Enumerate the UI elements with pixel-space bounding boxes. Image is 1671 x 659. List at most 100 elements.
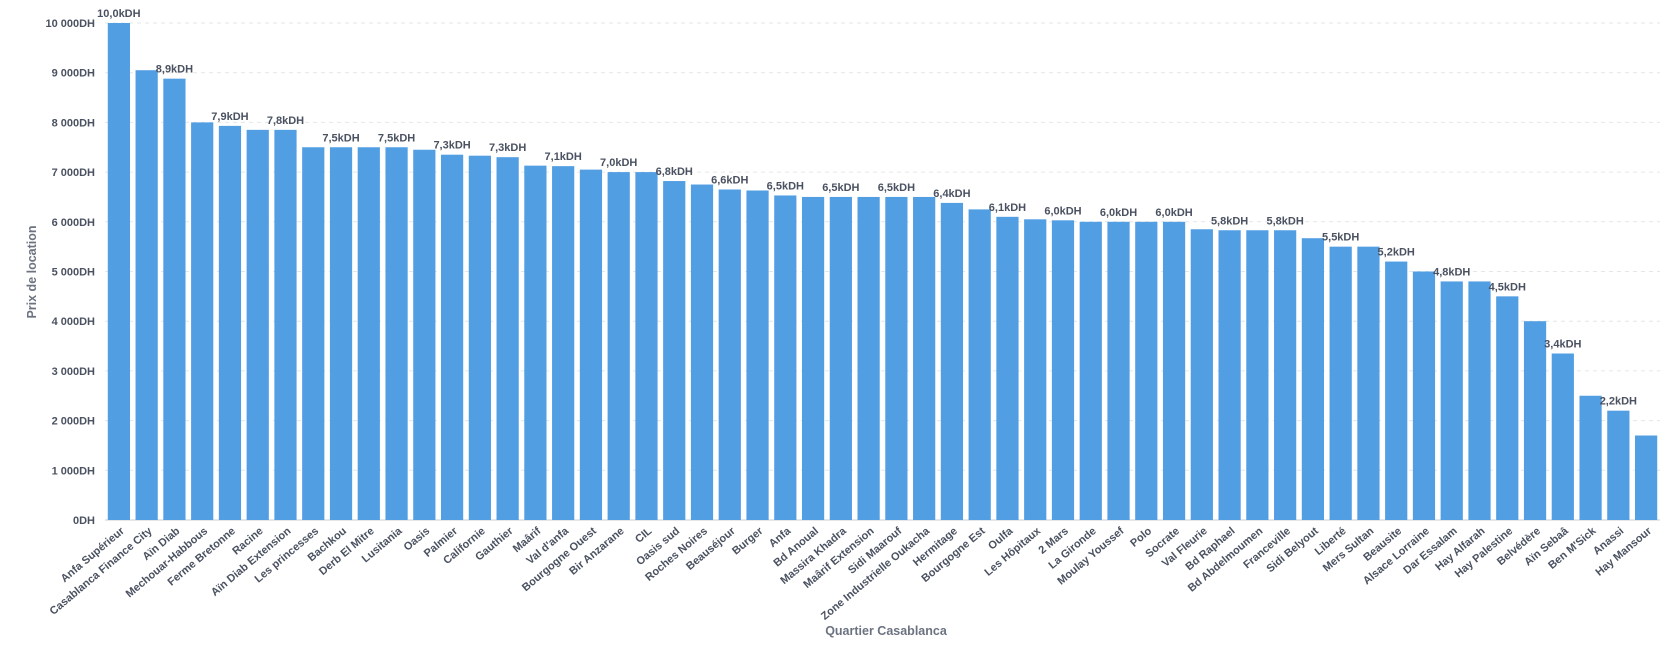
bar[interactable] [357,147,380,520]
y-tick-label: 2 000DH [52,416,95,428]
bar[interactable] [940,202,964,520]
data-label: 6,5kDH [822,182,859,194]
bar[interactable] [1079,221,1102,521]
bar[interactable] [552,166,575,520]
bar[interactable] [774,195,797,520]
bar[interactable] [1274,230,1297,520]
y-tick-label: 7 000DH [52,167,95,179]
bar[interactable] [1551,353,1574,521]
data-label: 3,4kDH [1544,339,1581,351]
data-label: 7,3kDH [433,140,470,152]
data-label: 6,0kDH [1100,207,1137,219]
bar[interactable] [996,216,1019,520]
bar[interactable] [302,147,325,520]
bar[interactable] [135,70,158,521]
bar[interactable] [690,184,714,520]
data-label: 6,4kDH [933,188,970,200]
data-label: 2,2kDH [1600,396,1637,408]
bar[interactable] [1468,281,1491,520]
data-label: 5,5kDH [1322,232,1359,244]
bar[interactable] [1607,410,1630,520]
bar[interactable] [968,209,991,521]
bar[interactable] [913,196,936,520]
bar[interactable] [746,190,769,521]
bar[interactable] [413,149,436,521]
y-tick-label: 9 000DH [52,68,95,80]
y-tick-label: 0DH [73,515,95,527]
bar[interactable] [801,196,825,520]
bar[interactable] [1135,221,1158,521]
bars [107,23,1658,521]
bar[interactable] [1024,219,1047,520]
bar[interactable] [274,129,297,520]
bar[interactable] [579,169,603,520]
bar[interactable] [1579,395,1602,520]
bar[interactable] [1190,229,1213,520]
bar[interactable] [246,129,269,520]
bar[interactable] [163,78,186,520]
bar[interactable] [1162,221,1186,521]
bar[interactable] [1496,296,1519,520]
bar[interactable] [663,181,686,521]
data-label: 7,8kDH [267,115,304,127]
y-tick-label: 1 000DH [52,465,95,477]
y-tick-label: 3 000DH [52,366,95,378]
bar[interactable] [191,122,214,521]
bar[interactable] [1051,220,1075,520]
data-label: 8,9kDH [156,64,193,76]
data-label: 6,8kDH [656,166,693,178]
x-tick-label: CIL [633,525,655,546]
bar[interactable] [107,23,130,520]
bar[interactable] [524,165,547,520]
x-axis-title: Quartier Casablanca [825,624,948,638]
data-label: 7,0kDH [600,157,637,169]
data-label: 6,1kDH [989,202,1026,214]
y-axis-title: Prix de location [25,225,39,318]
bar[interactable] [1523,321,1547,520]
bar[interactable] [1329,246,1352,520]
data-label: 4,5kDH [1489,281,1526,293]
bar[interactable] [635,172,658,520]
bar[interactable] [1107,221,1130,521]
data-label: 7,5kDH [322,132,359,144]
data-label: 7,5kDH [378,132,415,144]
bar[interactable] [218,125,242,520]
y-tick-label: 8 000DH [52,117,95,129]
data-label: 6,6kDH [711,175,748,187]
data-label: 7,3kDH [489,142,526,154]
data-label: 6,5kDH [767,180,804,192]
bar[interactable] [829,196,852,520]
bar[interactable] [1412,271,1436,521]
bar[interactable] [1635,435,1658,520]
bar[interactable] [607,172,630,520]
bar[interactable] [857,196,880,520]
bar[interactable] [440,154,464,520]
bar[interactable] [1440,281,1463,520]
data-label: 4,8kDH [1433,266,1470,278]
bar[interactable] [329,147,353,520]
bar[interactable] [385,147,408,520]
bar[interactable] [1357,246,1380,520]
data-label: 6,5kDH [878,182,915,194]
bar[interactable] [718,189,741,521]
y-tick-label: 6 000DH [52,217,95,229]
data-label: 7,9kDH [211,111,248,123]
data-label: 6,0kDH [1155,207,1192,219]
y-tick-label: 4 000DH [52,316,95,328]
data-labels: 10,0kDH 8,9kDH 7,9kDH 7,8kDH 7,5kDH 7,5kDH 7,3… [97,8,1637,408]
bar[interactable] [468,155,491,520]
data-label: 5,8kDH [1266,215,1303,227]
y-axis-ticks: 0DH 1 000DH 2 000DH 3 000DH 4 000DH 5 000DH 6 … [45,18,95,527]
bar[interactable] [496,157,519,520]
bar[interactable] [1385,261,1408,520]
bar[interactable] [1301,238,1324,520]
y-tick-label: 5 000DH [52,267,95,279]
bar[interactable] [1218,230,1241,520]
data-label: 5,8kDH [1211,215,1248,227]
bar[interactable] [1246,230,1269,520]
data-label: 10,0kDH [97,8,140,20]
bar[interactable] [885,196,908,520]
data-label: 7,1kDH [545,151,582,163]
